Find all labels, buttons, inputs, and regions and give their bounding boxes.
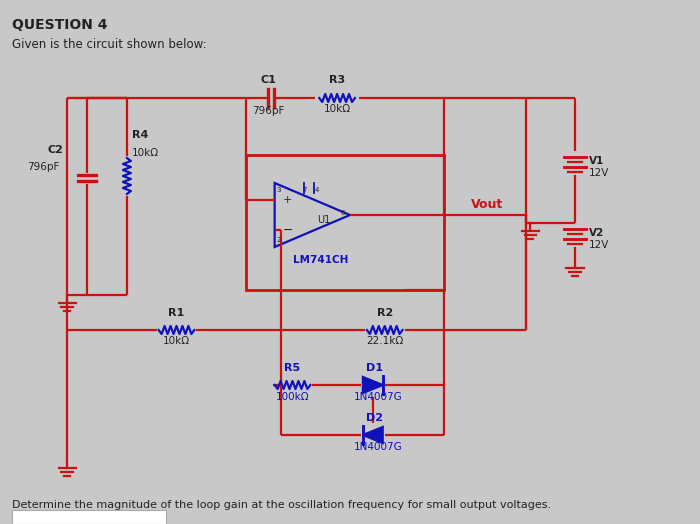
Text: −: −	[283, 224, 293, 236]
Bar	[12, 510, 166, 524]
Text: Given is the circuit shown below:: Given is the circuit shown below:	[12, 38, 206, 51]
Polygon shape	[363, 427, 383, 443]
Text: D2: D2	[366, 413, 384, 423]
Text: 796pF: 796pF	[253, 106, 285, 116]
Text: R2: R2	[377, 308, 393, 318]
Text: Determine the magnitude of the loop gain at the oscillation frequency for small : Determine the magnitude of the loop gain…	[12, 500, 551, 510]
Text: LM741CH: LM741CH	[293, 255, 348, 265]
Bar	[246, 155, 444, 290]
Text: V2: V2	[589, 228, 604, 238]
Text: R3: R3	[329, 75, 345, 85]
Text: 2: 2	[276, 237, 281, 243]
Text: R5: R5	[284, 363, 300, 373]
Text: 10kΩ: 10kΩ	[132, 148, 159, 158]
Text: 12V: 12V	[589, 168, 609, 178]
Text: 4: 4	[314, 187, 318, 193]
Text: 6: 6	[340, 210, 344, 216]
Text: R1: R1	[169, 308, 185, 318]
Text: 100kΩ: 100kΩ	[276, 392, 309, 402]
Text: 10kΩ: 10kΩ	[163, 336, 190, 346]
Text: QUESTION 4: QUESTION 4	[12, 18, 107, 32]
Text: D1: D1	[366, 363, 384, 373]
Text: C1: C1	[261, 75, 277, 85]
Text: +: +	[283, 195, 292, 205]
Text: 1N4007G: 1N4007G	[354, 392, 402, 402]
Text: 22.1kΩ: 22.1kΩ	[366, 336, 403, 346]
Text: C2: C2	[48, 145, 64, 155]
Text: 796pF: 796pF	[27, 162, 60, 172]
Text: 1N4007G: 1N4007G	[354, 442, 402, 452]
Text: V1: V1	[589, 156, 604, 166]
Text: Vout: Vout	[471, 199, 503, 212]
Text: 12V: 12V	[589, 240, 609, 250]
Text: 7: 7	[302, 187, 307, 193]
Text: U1: U1	[317, 215, 330, 225]
Text: 10kΩ: 10kΩ	[323, 104, 351, 114]
Polygon shape	[363, 377, 383, 393]
Text: 3: 3	[276, 187, 281, 193]
Text: R4: R4	[132, 130, 148, 140]
